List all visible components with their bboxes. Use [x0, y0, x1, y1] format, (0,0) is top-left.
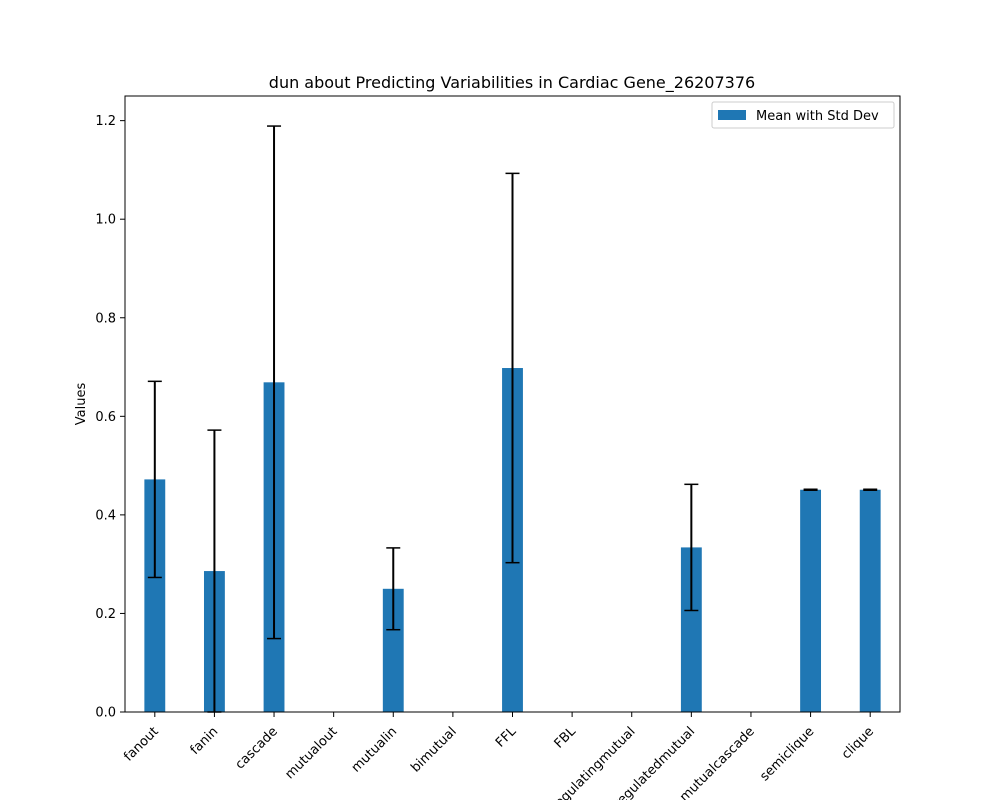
x-tick-label-cascade: cascade: [233, 724, 281, 772]
chart-title: dun about Predicting Variabilities in Ca…: [269, 73, 755, 93]
x-tick-label-semiclique: semiclique: [757, 724, 817, 784]
error-bar-regulatedmutual: [684, 483, 699, 612]
x-axis: fanout fanin cascade mutualout mutualin bimut…: [121, 712, 877, 800]
error-bar-clique: [863, 488, 878, 491]
bar-semiclique: [800, 489, 822, 712]
y-tick-label: 0.6: [95, 410, 116, 425]
y-axis: 0.0 0.2 0.4 0.6 0.8 1.0 1.2: [95, 114, 125, 721]
legend-swatch: [718, 110, 746, 120]
error-bar-mutualin: [386, 547, 401, 631]
y-tick-label: 0.8: [95, 311, 116, 326]
error-bar-fanout: [147, 380, 162, 579]
legend-box: [711, 101, 895, 129]
x-tick-label-fanout: fanout: [121, 724, 161, 764]
x-tick-label-clique: clique: [839, 724, 877, 762]
y-tick-label: 0.4: [95, 508, 116, 523]
y-tick-label: 0.2: [95, 607, 116, 622]
bar-clique: [859, 489, 881, 712]
y-tick-label: 1.2: [95, 114, 116, 129]
error-bar-semiclique: [803, 488, 818, 491]
y-tick-label: 0.0: [95, 706, 116, 721]
error-bars-group: [147, 125, 878, 713]
x-tick-label-bimutual: bimutual: [408, 724, 459, 775]
bar-mutualin: [382, 588, 404, 712]
bar-regulatedmutual: [680, 547, 702, 712]
x-tick-label-mutualin: mutualin: [349, 724, 400, 775]
x-tick-label-FFL: FFL: [493, 724, 520, 751]
legend-label: Mean with Std Dev: [756, 109, 879, 124]
error-bar-FFL: [505, 172, 520, 564]
x-tick-label-mutualout: mutualout: [282, 724, 340, 782]
y-tick-label: 1.0: [95, 213, 116, 228]
legend: Mean with Std Dev: [711, 101, 895, 129]
x-tick-label-FBL: FBL: [552, 724, 580, 752]
y-axis-label: Values: [74, 383, 89, 426]
bar-fanout: [144, 479, 166, 712]
x-tick-label-fanin: fanin: [188, 724, 222, 758]
error-bar-cascade: [267, 125, 282, 640]
